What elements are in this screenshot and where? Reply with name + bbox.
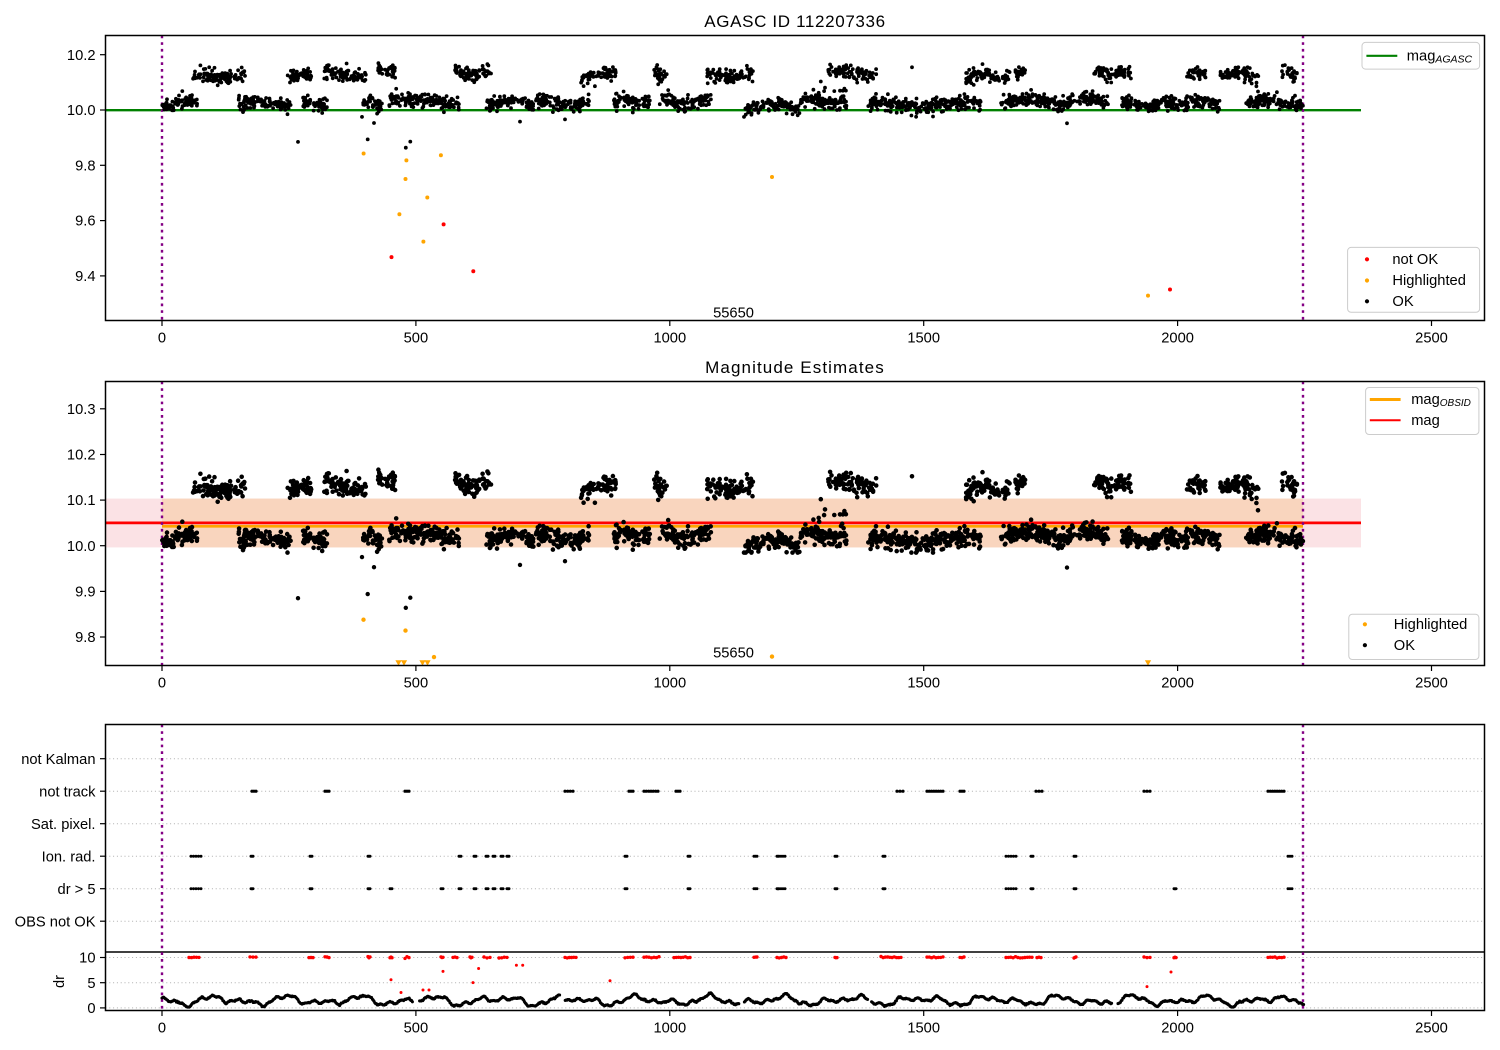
svg-text:0: 0 [87, 1001, 95, 1017]
svg-text:0: 0 [158, 675, 166, 691]
svg-text:55650: 55650 [713, 646, 754, 662]
svg-text:AGASC ID 112207336: AGASC ID 112207336 [704, 12, 886, 31]
svg-text:500: 500 [404, 330, 429, 346]
svg-text:not Kalman: not Kalman [21, 752, 95, 768]
svg-text:2000: 2000 [1161, 330, 1194, 346]
svg-text:Sat. pixel.: Sat. pixel. [31, 817, 96, 833]
svg-text:0: 0 [158, 1020, 166, 1036]
svg-text:2500: 2500 [1415, 1020, 1448, 1036]
svg-text:Ion. rad.: Ion. rad. [42, 849, 96, 865]
svg-text:2500: 2500 [1415, 675, 1448, 691]
svg-text:9.6: 9.6 [75, 214, 95, 230]
svg-text:OBS not OK: OBS not OK [15, 914, 96, 930]
svg-text:1500: 1500 [907, 675, 940, 691]
svg-text:not OK: not OK [1392, 252, 1438, 268]
svg-text:Highlighted: Highlighted [1394, 617, 1468, 633]
svg-text:2500: 2500 [1415, 330, 1448, 346]
svg-text:Magnitude Estimates: Magnitude Estimates [705, 358, 885, 377]
svg-text:dr: dr [52, 975, 68, 988]
svg-text:55650: 55650 [713, 306, 754, 322]
svg-text:2000: 2000 [1161, 1020, 1194, 1036]
svg-text:10.2: 10.2 [67, 48, 96, 64]
svg-text:OK: OK [1394, 638, 1415, 654]
svg-text:9.9: 9.9 [75, 585, 95, 601]
svg-text:10.3: 10.3 [67, 402, 96, 418]
svg-text:10.0: 10.0 [67, 103, 96, 119]
svg-text:500: 500 [404, 675, 429, 691]
svg-text:not track: not track [39, 784, 96, 800]
svg-text:5: 5 [87, 976, 95, 992]
svg-text:1000: 1000 [653, 675, 686, 691]
svg-text:mag: mag [1411, 413, 1440, 429]
svg-text:OK: OK [1392, 294, 1413, 310]
svg-text:9.8: 9.8 [75, 630, 95, 646]
svg-text:10: 10 [79, 951, 95, 967]
svg-text:Highlighted: Highlighted [1392, 273, 1466, 289]
svg-text:1500: 1500 [907, 330, 940, 346]
svg-text:magAGASC: magAGASC [1407, 49, 1473, 66]
svg-text:1000: 1000 [653, 1020, 686, 1036]
svg-text:500: 500 [404, 1020, 429, 1036]
svg-text:10.2: 10.2 [67, 448, 96, 464]
svg-text:9.8: 9.8 [75, 158, 95, 174]
svg-text:0: 0 [158, 330, 166, 346]
svg-text:1500: 1500 [907, 1020, 940, 1036]
svg-text:dr > 5: dr > 5 [58, 882, 96, 898]
svg-text:2000: 2000 [1161, 675, 1194, 691]
svg-text:10.1: 10.1 [67, 493, 96, 509]
svg-text:9.4: 9.4 [75, 269, 95, 285]
svg-text:1000: 1000 [653, 330, 686, 346]
svg-text:10.0: 10.0 [67, 539, 96, 555]
